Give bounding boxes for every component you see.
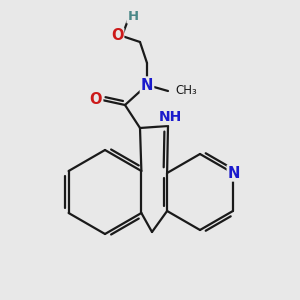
Text: O: O	[111, 28, 123, 44]
Text: NH: NH	[158, 110, 182, 124]
Text: O: O	[90, 92, 102, 107]
Text: H: H	[128, 10, 139, 22]
Text: CH₃: CH₃	[175, 83, 197, 97]
Text: N: N	[228, 166, 240, 181]
Text: N: N	[141, 77, 153, 92]
